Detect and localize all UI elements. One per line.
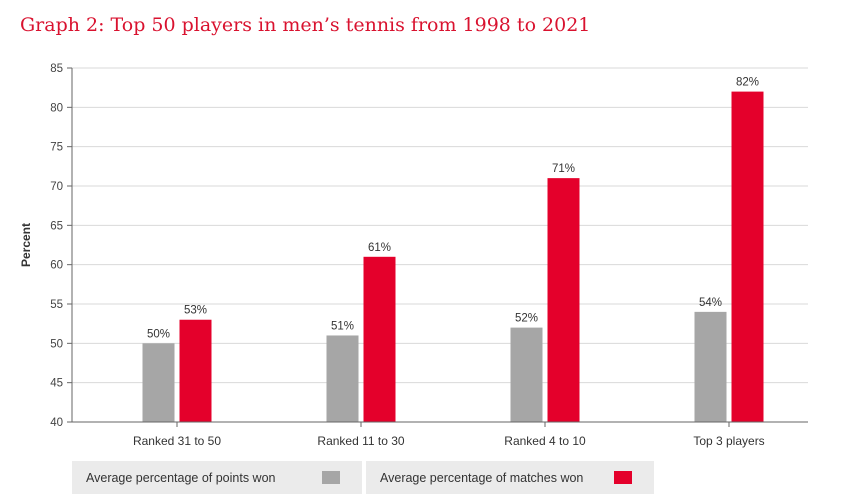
bar: [731, 91, 764, 422]
y-tick-label: 60: [50, 260, 63, 272]
legend-swatch-matches: [614, 471, 632, 484]
legend-label-matches: Average percentage of matches won: [380, 470, 584, 485]
y-axis-label: Percent: [19, 223, 33, 267]
y-tick-label: 55: [50, 299, 63, 311]
data-label: 50%: [147, 328, 170, 340]
chart-title: Graph 2: Top 50 players in men’s tennis …: [20, 14, 591, 36]
x-tick-label: Ranked 31 to 50: [133, 434, 221, 448]
data-label: 82%: [736, 77, 759, 89]
bar: [142, 343, 175, 422]
y-tick-label: 50: [50, 338, 63, 350]
y-tick-label: 45: [50, 378, 63, 390]
y-tick-label: 70: [50, 181, 63, 193]
bar: [510, 327, 543, 422]
data-label: 51%: [331, 320, 354, 332]
x-tick-label: Top 3 players: [693, 434, 764, 448]
bar: [326, 335, 359, 422]
y-tick-label: 65: [50, 220, 63, 232]
data-label: 53%: [184, 305, 207, 317]
bar: [179, 319, 212, 422]
legend-item-matches[interactable]: Average percentage of matches won: [366, 461, 654, 494]
data-label: 71%: [552, 163, 575, 175]
legend-item-points[interactable]: Average percentage of points won: [72, 461, 362, 494]
legend-swatch-points: [322, 471, 340, 484]
bar: [547, 178, 580, 422]
data-label: 52%: [515, 313, 538, 325]
y-tick-label: 40: [50, 417, 63, 429]
y-tick-label: 85: [50, 63, 63, 75]
bar: [363, 256, 396, 422]
legend: Average percentage of points won Average…: [72, 461, 658, 494]
y-tick-label: 75: [50, 142, 63, 154]
data-label: 54%: [699, 297, 722, 309]
x-tick-label: Ranked 11 to 30: [317, 434, 405, 448]
bar: [694, 311, 727, 422]
legend-label-points: Average percentage of points won: [86, 470, 276, 485]
x-tick-label: Ranked 4 to 10: [504, 434, 586, 448]
y-tick-label: 80: [50, 102, 63, 114]
data-label: 61%: [368, 242, 391, 254]
